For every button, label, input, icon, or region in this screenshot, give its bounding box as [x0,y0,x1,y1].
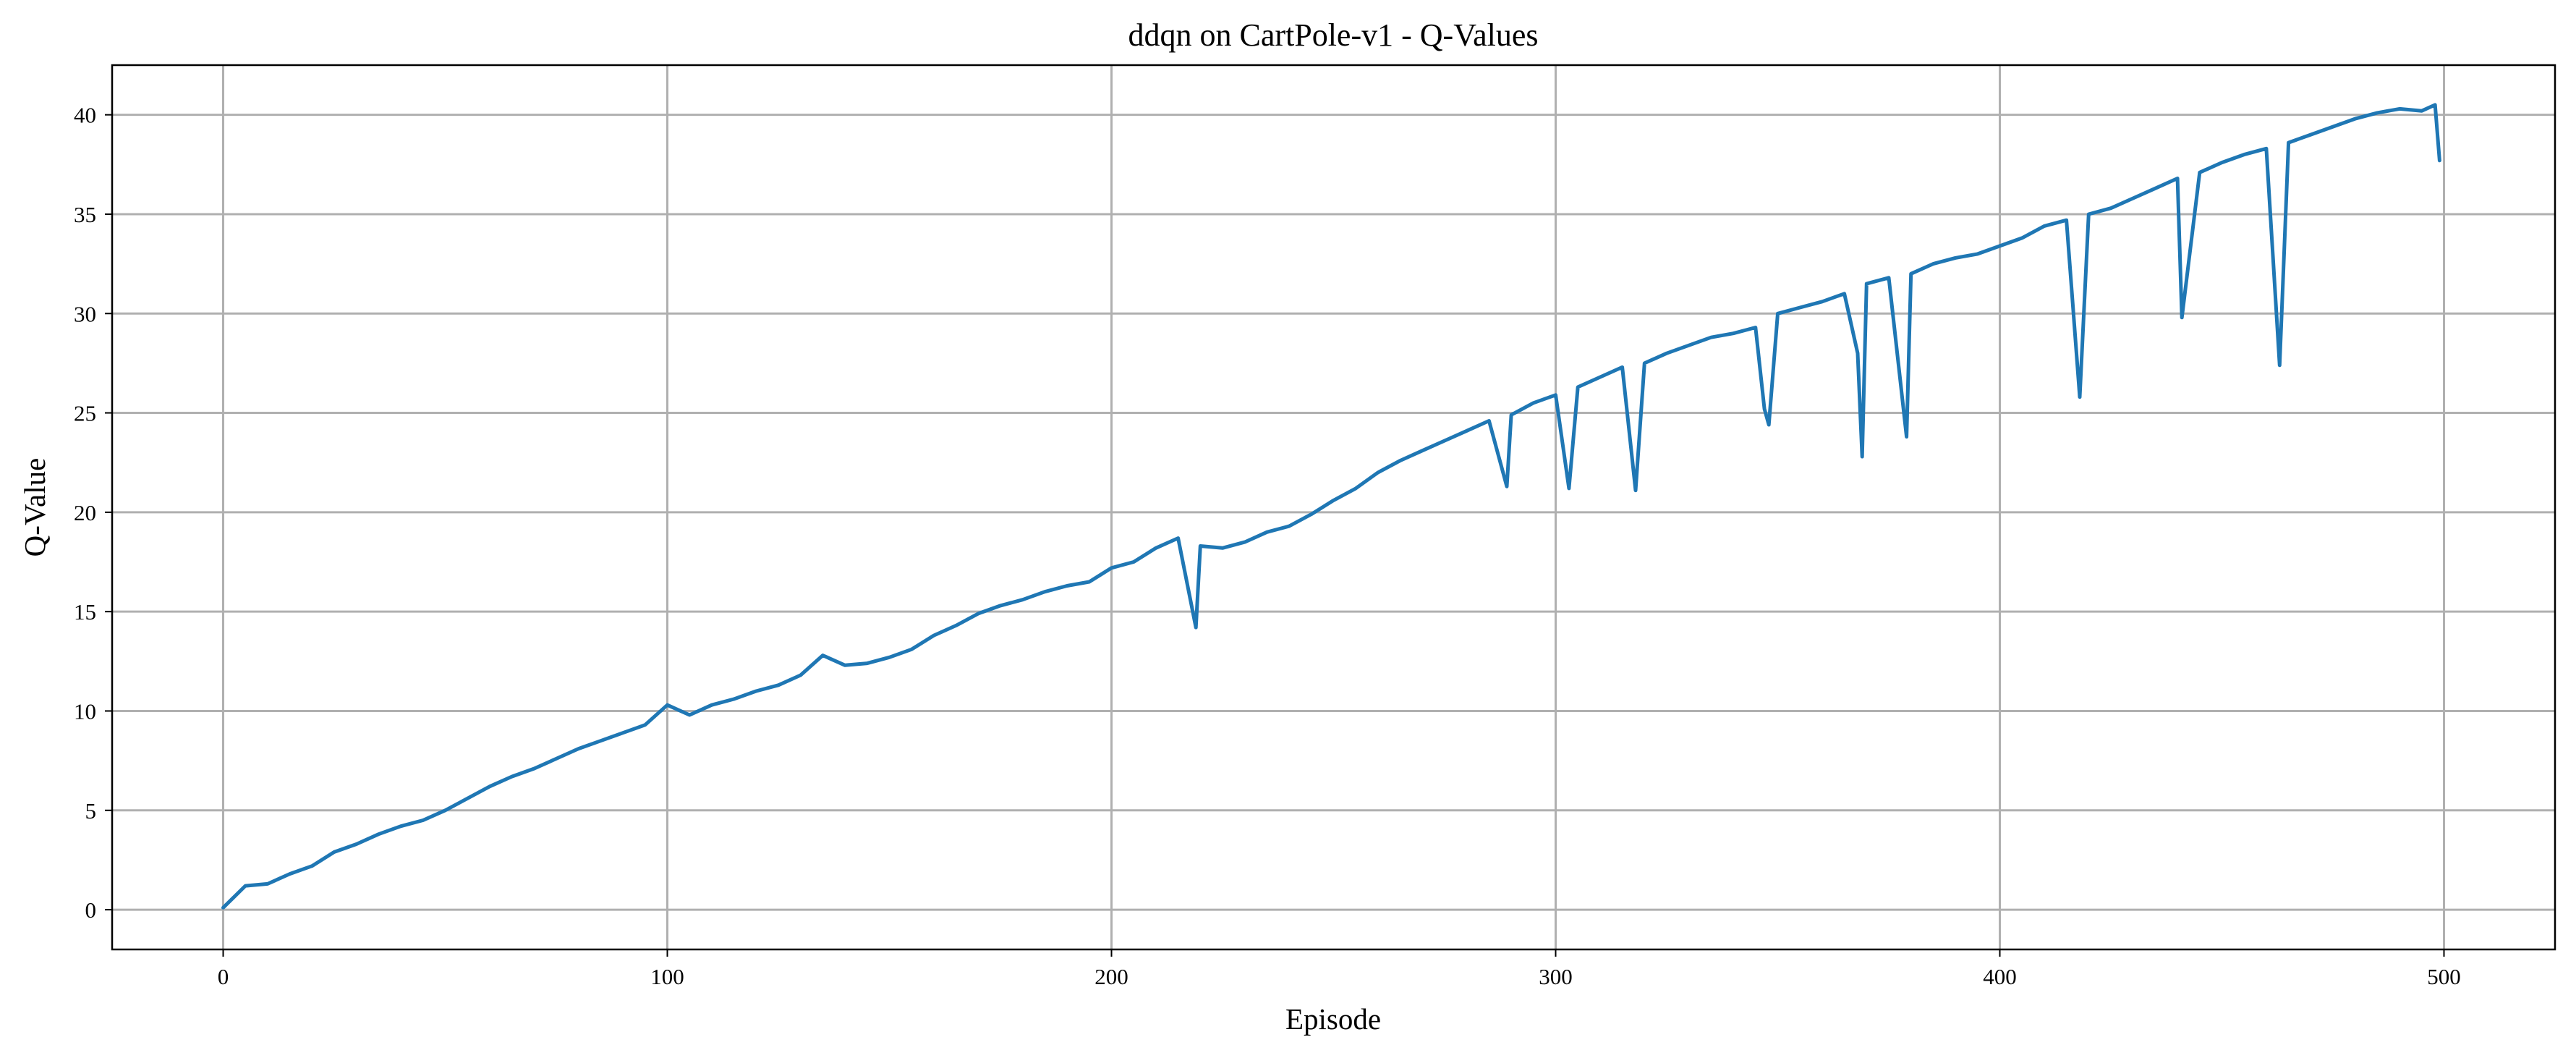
series-layer [221,103,2441,910]
y-tick-label: 15 [74,599,96,625]
x-tick-label: 0 [218,964,229,989]
y-tick-label: 0 [85,897,97,923]
q-value-series-line [221,103,2441,910]
y-axis-label: Q-Value [18,458,51,557]
axis-ticks: 0 100 200 300 400 500 0 5 10 15 20 25 30 35 40 [74,103,2461,989]
chart-title: ddqn on CartPole-v1 - Q-Values [1128,17,1538,53]
x-tick-label: 200 [1094,964,1128,989]
grid-lines [112,65,2555,949]
y-tick-label: 40 [74,103,96,128]
y-tick-label: 5 [85,798,97,824]
x-axis-label: Episode [1285,1002,1381,1036]
y-tick-label: 10 [74,698,96,724]
y-tick-label: 20 [74,500,96,525]
x-tick-label: 400 [1983,964,2017,989]
y-tick-label: 35 [74,202,96,227]
x-tick-label: 300 [1539,964,1573,989]
x-tick-label: 100 [650,964,684,989]
x-tick-label: 500 [2427,964,2461,989]
y-tick-label: 30 [74,301,96,326]
y-tick-label: 25 [74,401,96,426]
plot-frame [111,64,2556,951]
